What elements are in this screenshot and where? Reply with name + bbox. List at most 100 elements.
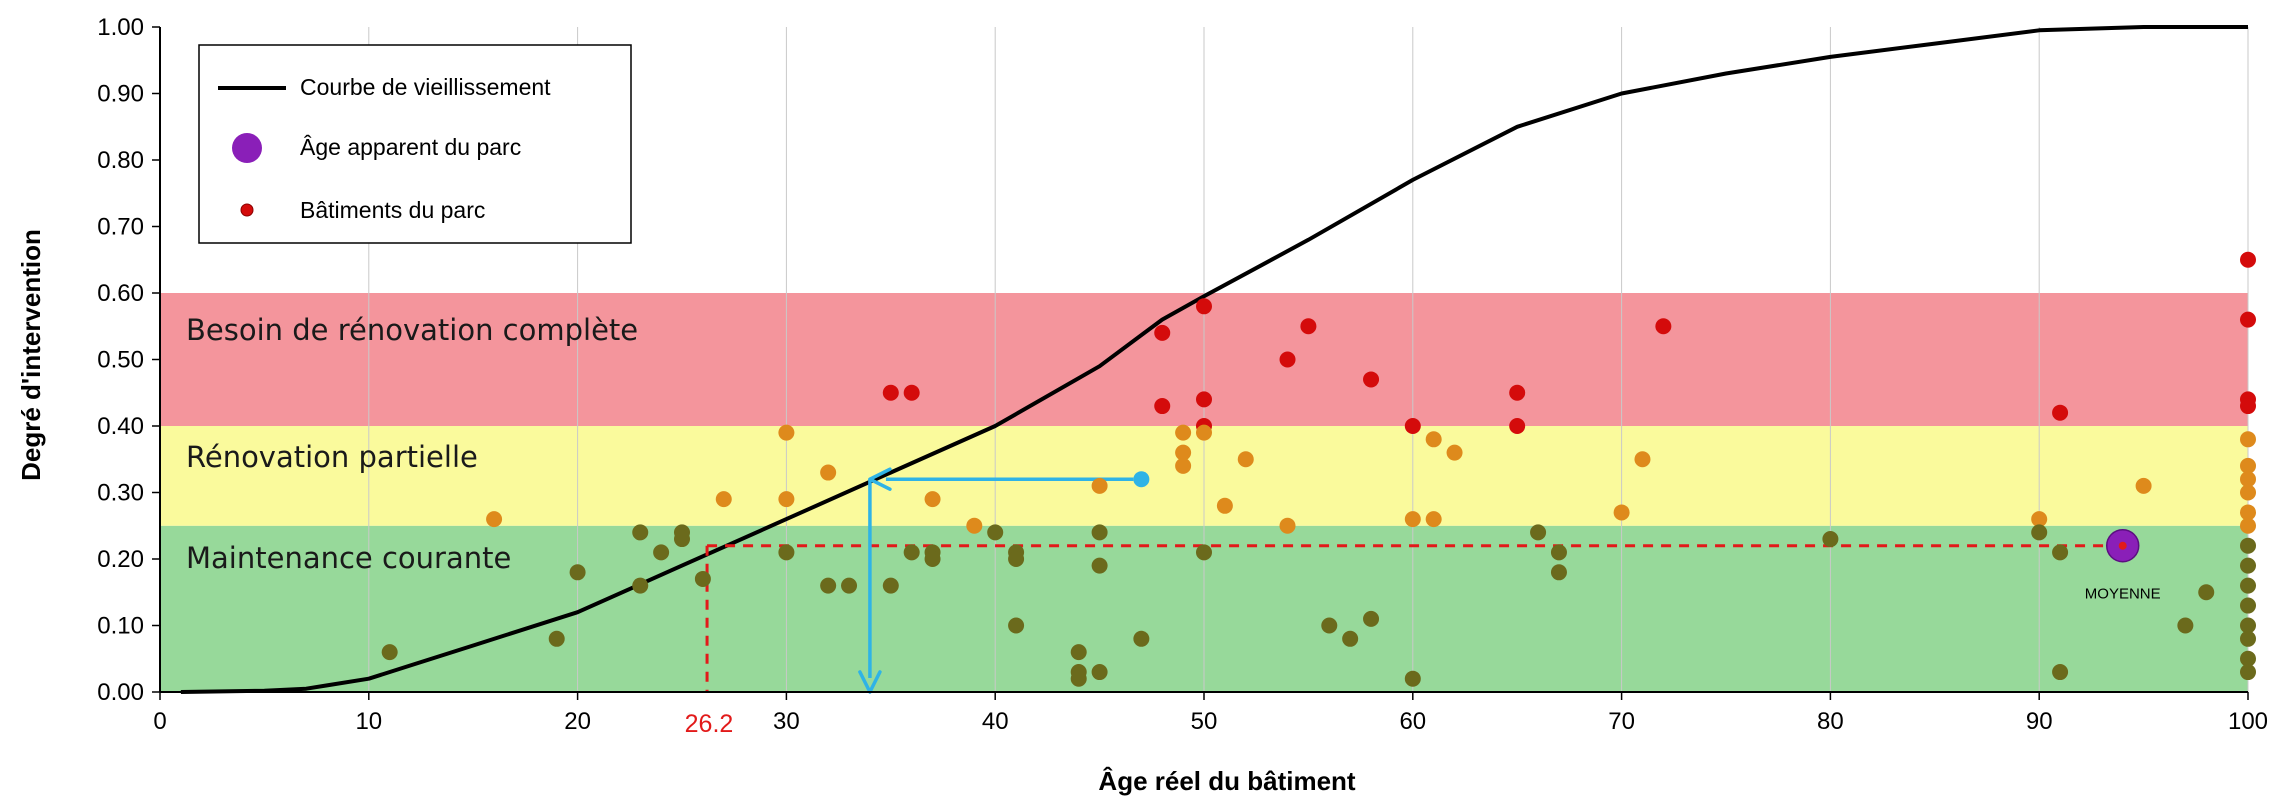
building-point-48	[1237, 451, 1254, 468]
building-point-67	[1613, 504, 1630, 521]
building-point-6	[653, 544, 670, 561]
building-point-24	[966, 517, 983, 534]
building-point-35	[1091, 664, 1108, 681]
building-point-61	[1446, 444, 1463, 461]
building-point-68	[1634, 451, 1651, 468]
building-point-76	[2135, 477, 2152, 494]
building-point-54	[1363, 371, 1380, 388]
building-point-21	[924, 491, 941, 508]
legend-buildings-marker	[240, 203, 254, 217]
building-point-95	[2240, 650, 2256, 667]
building-point-89	[2240, 537, 2256, 554]
building-point-64	[1530, 524, 1547, 541]
y-tick-label-2: 0.20	[97, 546, 144, 573]
building-point-41	[1175, 457, 1192, 474]
building-point-62	[1509, 384, 1526, 401]
building-point-66	[1550, 564, 1567, 581]
legend-apparent-age-marker	[232, 133, 262, 163]
building-point-17	[882, 384, 899, 401]
building-point-51	[1300, 318, 1317, 335]
building-point-80	[2240, 311, 2256, 328]
building-point-75	[2052, 664, 2069, 681]
building-point-31	[1070, 670, 1087, 687]
building-point-46	[1196, 544, 1212, 561]
building-point-82	[2240, 398, 2256, 415]
building-point-5	[632, 577, 649, 594]
building-point-84	[2240, 457, 2256, 474]
y-tick-label-4: 0.40	[97, 413, 144, 440]
building-point-4	[632, 524, 649, 541]
legend-apparent-age-label: Âge apparent du parc	[300, 134, 521, 160]
building-point-93	[2240, 617, 2256, 634]
building-point-60	[1425, 511, 1442, 528]
building-point-43	[1196, 391, 1212, 408]
y-tick-label-7: 0.70	[97, 214, 144, 241]
building-point-19	[903, 384, 920, 401]
building-point-69	[1655, 318, 1672, 335]
building-point-32	[1091, 477, 1108, 494]
legend-curve-label: Courbe de vieillissement	[300, 74, 551, 100]
building-point-88	[2240, 517, 2256, 534]
apparent-age-center	[2118, 541, 2127, 550]
x-tick-label-1: 10	[355, 708, 382, 735]
y-tick-label-8: 0.80	[97, 147, 144, 174]
band-label-complete: Besoin de rénovation complète	[186, 313, 638, 347]
building-point-86	[2240, 484, 2256, 501]
x-tick-label-9: 90	[2026, 708, 2053, 735]
band-label-maintenance: Maintenance courante	[186, 541, 511, 575]
y-tick-label-1: 0.10	[97, 613, 144, 640]
building-point-77	[2177, 617, 2194, 634]
y-tick-label-5: 0.50	[97, 347, 144, 374]
building-point-65	[1550, 544, 1567, 561]
y-tick-label-9: 0.90	[97, 81, 144, 108]
average-label: MOYENNE	[2085, 586, 2161, 603]
building-points	[381, 251, 2256, 687]
building-point-72	[2031, 524, 2048, 541]
building-point-39	[1175, 424, 1192, 441]
building-point-20	[903, 544, 920, 561]
building-point-55	[1363, 610, 1380, 627]
aging-curve-layer	[180, 25, 2248, 694]
building-point-87	[2240, 504, 2256, 521]
building-point-12	[778, 491, 795, 508]
building-point-3	[569, 564, 586, 581]
band-label-partial: Rénovation partielle	[186, 440, 478, 474]
x-tick-label-4: 40	[982, 708, 1009, 735]
legend-buildings-label: Bâtiments du parc	[300, 197, 485, 223]
legend-box	[198, 44, 632, 244]
building-point-90	[2240, 557, 2256, 574]
building-point-50	[1279, 517, 1296, 534]
annotations-layer	[705, 467, 2123, 694]
building-point-2	[548, 630, 565, 647]
building-point-59	[1425, 431, 1442, 448]
y-axis-title: Degré d'intervention	[16, 229, 46, 481]
building-point-8	[674, 524, 690, 541]
building-point-63	[1509, 418, 1526, 434]
building-point-85	[2240, 471, 2256, 488]
arrow-horizontal-head	[868, 467, 892, 491]
building-point-33	[1091, 524, 1108, 541]
building-point-70	[1822, 531, 1839, 548]
aging-curve	[180, 25, 2248, 694]
building-point-40	[1175, 444, 1192, 461]
building-point-29	[1070, 644, 1087, 661]
age-value-label: 26.2	[685, 710, 734, 738]
building-point-36	[1133, 630, 1150, 647]
building-point-92	[2240, 597, 2256, 614]
x-tick-label-0: 0	[153, 708, 166, 735]
building-point-23	[924, 551, 941, 567]
building-point-79	[2240, 251, 2256, 268]
x-tick-label-8: 80	[1817, 708, 1844, 735]
building-point-78	[2198, 584, 2215, 601]
x-tick-label-10: 100	[2228, 708, 2268, 735]
building-point-13	[778, 544, 795, 561]
x-axis-title: Âge réel du bâtiment	[1098, 766, 1355, 796]
building-point-1	[486, 511, 503, 528]
y-tick-label-0: 0.00	[97, 679, 144, 706]
building-point-15	[820, 577, 837, 594]
x-tick-label-2: 20	[564, 708, 591, 735]
building-point-42	[1196, 298, 1212, 315]
building-point-28	[1008, 617, 1025, 634]
building-point-56	[1404, 418, 1421, 434]
